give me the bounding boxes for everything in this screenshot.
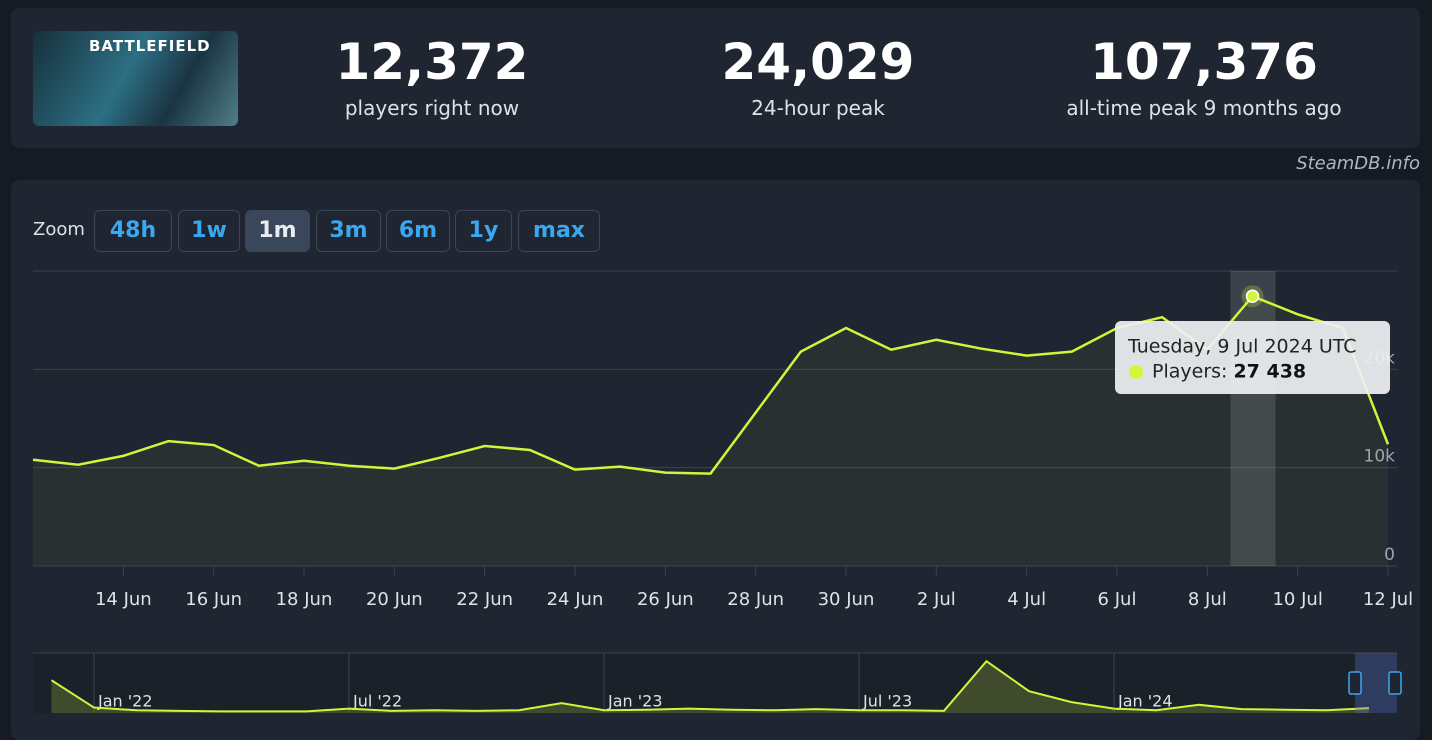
x-tick-label: 10 Jul [1272,589,1322,610]
navigator-area [51,661,1369,713]
navigator-label: Jan '23 [607,692,663,711]
zoom-button[interactable]: 48h [94,210,172,252]
x-tick-label: 12 Jul [1363,589,1413,610]
series-line [32,294,1390,475]
stat: 12,372 players right now [242,34,622,120]
x-tick-label: 4 Jul [1007,589,1046,610]
tooltip-label: Players: [1152,361,1227,383]
header-panel: BATTLEFIELD [11,8,1420,148]
game-logo[interactable]: BATTLEFIELD [33,31,238,126]
x-tick-label: 28 Jun [727,589,784,610]
navigator-label: Jan '22 [97,692,153,711]
x-tick-label: 16 Jun [185,589,242,610]
zoom-button[interactable]: 1m [245,210,310,252]
navigator-line [50,659,1370,713]
credit[interactable]: SteamDB.info [1296,153,1420,174]
tooltip-dot [1129,365,1143,379]
x-tick-label: 6 Jul [1098,589,1137,610]
zoom-button[interactable]: 6m [386,210,450,252]
x-tick-label: 18 Jun [276,589,333,610]
series-area [33,296,1388,566]
tooltip [1115,321,1390,394]
stat-label: 24-hour peak [751,96,885,120]
x-tick-label: 20 Jun [366,589,423,610]
stat-value: 12,372 [335,33,529,91]
stat-label: all-time peak 9 months ago [1066,96,1342,120]
tooltip-value: 27 438 [1233,361,1306,383]
logo-text: BATTLEFIELD [89,37,211,55]
zoom-button[interactable]: 3m [316,210,381,252]
x-tick-label: 26 Jun [637,589,694,610]
navigator-label: Jul '22 [352,692,402,711]
navigator-handle[interactable] [1388,671,1402,695]
zoom-button[interactable]: 1w [178,210,240,252]
navigator-label: Jul '23 [862,692,912,711]
x-tick-label: 30 Jun [818,589,875,610]
navigator-handle[interactable] [1348,671,1362,695]
zoom-button[interactable]: 1y [455,210,512,252]
x-tick-label: 22 Jun [456,589,513,610]
y-tick-label: 0 [1384,545,1395,565]
hover-point [1245,289,1260,303]
hover-band [1230,271,1276,566]
x-tick-label: 2 Jul [917,589,956,610]
stat: 107,376 all-time peak 9 months ago [1014,34,1394,120]
y-tick-label: 10k [1364,447,1396,467]
x-tick-label: 24 Jun [547,589,604,610]
navigator-label: Jan '24 [1117,692,1173,711]
x-tick-label: 8 Jul [1188,589,1227,610]
zoom-button[interactable]: max [518,210,600,252]
stat-value: 107,376 [1090,33,1318,91]
x-tick-label: 14 Jun [95,589,152,610]
tooltip-title: Tuesday, 9 Jul 2024 UTC [1127,336,1357,358]
stat-value: 24,029 [721,33,915,91]
zoom-label: Zoom [33,219,85,240]
stat-label: players right now [344,96,520,120]
navigator-bg [33,653,1397,713]
stat: 24,029 24-hour peak [628,34,1008,120]
